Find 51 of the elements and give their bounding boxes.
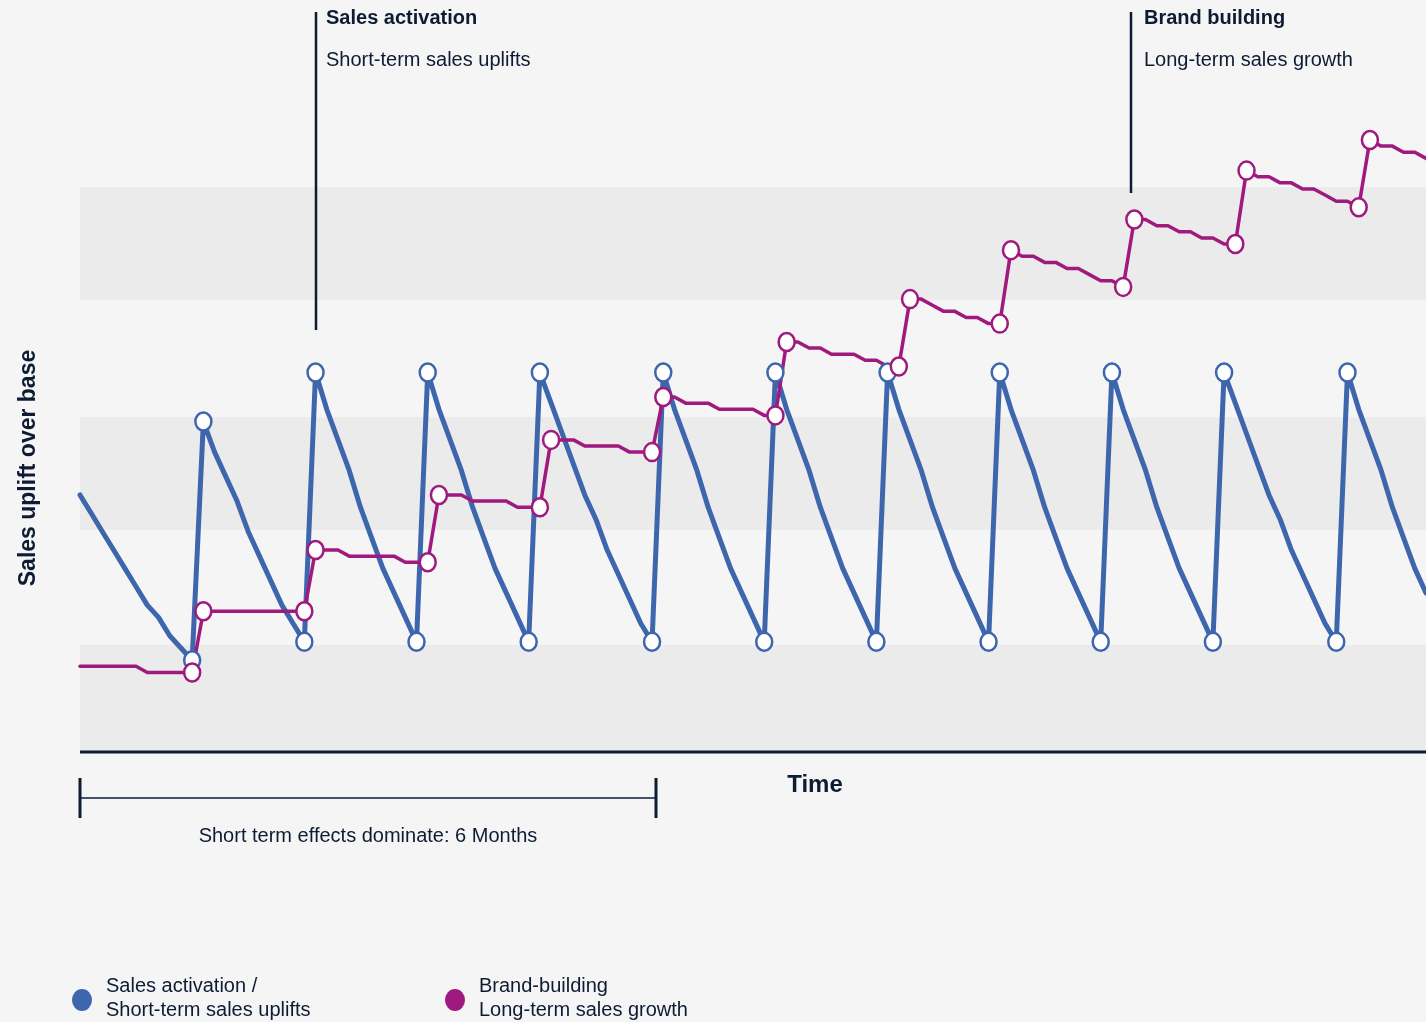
point [194,600,213,622]
point [295,600,314,622]
point [407,631,426,653]
legend-label: Brand-building Long-term sales growth [479,974,688,1020]
point [541,429,561,451]
y-axis-title: Sales uplift over base [14,349,40,587]
point [194,411,213,432]
point [900,288,920,310]
x-axis-title: Time [787,770,843,797]
point [1125,209,1144,230]
point [418,552,437,573]
point [1360,129,1380,151]
point [418,362,437,383]
point [1203,631,1223,653]
point [990,313,1010,334]
point [530,496,550,518]
point [642,631,662,653]
point [1091,631,1110,653]
point [295,631,314,653]
point [182,662,202,683]
point [306,362,325,383]
point [1226,233,1245,255]
text: Short term effects dominate: 6 Months [198,824,538,846]
point [1113,276,1133,298]
point [519,631,538,653]
point [306,539,325,561]
point [1001,239,1021,261]
point [654,386,673,408]
point [1237,160,1256,181]
point [889,356,909,377]
text: Sales activation [326,6,478,28]
point [867,631,886,653]
point [530,362,550,383]
point [766,362,785,383]
point [777,331,796,353]
point [1102,362,1122,383]
point [1327,631,1346,653]
point [979,631,998,653]
point [429,484,449,506]
point [642,441,662,463]
text: Long-term sales growth [1144,48,1353,70]
point [654,362,673,383]
text: Short-term sales uplifts [326,48,531,70]
point [990,362,1010,383]
point [1338,362,1357,383]
legend-label: Sales activation / Short-term sales uplifts [106,974,311,1020]
text: Brand building [1144,6,1286,28]
point [1214,362,1234,383]
point [754,631,774,653]
point [1349,197,1368,218]
point [766,405,785,426]
